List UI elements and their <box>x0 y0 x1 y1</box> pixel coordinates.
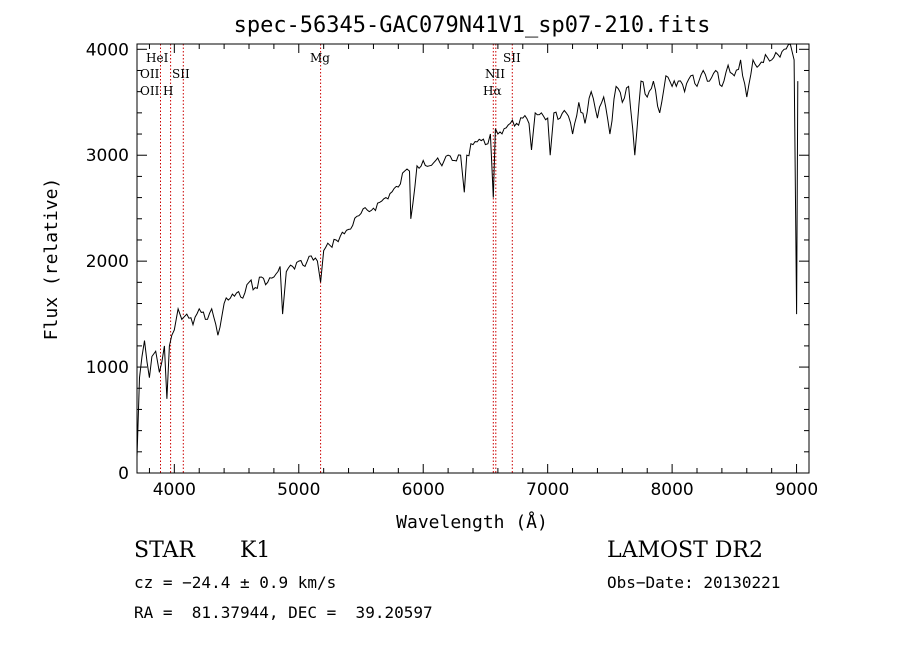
spectral-line-markers <box>160 44 513 473</box>
y-tick-label: 3000 <box>86 146 129 166</box>
x-tick-label: 6000 <box>402 480 445 500</box>
spectral-line-label: Hα <box>483 84 502 98</box>
plot-frame <box>136 43 810 474</box>
redshift-cz: cz = −24.4 ± 0.9 km/s <box>134 573 337 592</box>
spectral-line-label: H <box>163 84 173 98</box>
y-tick-label: 4000 <box>86 40 129 60</box>
observation-date: Obs−Date: 20130221 <box>607 573 781 592</box>
spectrum-line <box>136 43 799 458</box>
x-tick-label: 5000 <box>277 480 320 500</box>
spectral-line-label: HeI <box>146 51 169 65</box>
x-tick-label: 8000 <box>650 480 693 500</box>
spectral-line-label: OII <box>140 84 160 98</box>
x-axis-label: Wavelength (Å) <box>396 511 548 533</box>
chart-title: spec-56345-GAC079N41V1_sp07-210.fits <box>234 13 711 38</box>
y-tick-label: 0 <box>118 464 129 484</box>
spectral-line-label: SII <box>503 51 521 65</box>
ra-dec-coordinates: RA = 81.37944, DEC = 39.20597 <box>134 603 433 622</box>
x-tick-label: 4000 <box>153 480 196 500</box>
survey-name: LAMOST DR2 <box>607 538 763 563</box>
spectral-line-label: SII <box>172 67 190 81</box>
y-tick-label: 2000 <box>86 252 129 272</box>
spectral-line-label: Mg <box>310 51 330 65</box>
y-tick-label: 1000 <box>86 358 129 378</box>
spectral-line-labels: OII HeI OII H SII Mg NII Hα SII <box>140 51 521 98</box>
x-tick-label: 7000 <box>526 480 569 500</box>
spectral-line-label: OII <box>140 67 160 81</box>
spectral-line-label: NII <box>485 67 505 81</box>
x-tick-label: 9000 <box>775 480 818 500</box>
y-axis-label: Flux (relative) <box>41 178 62 341</box>
axis-ticks: 4000 5000 6000 7000 8000 9000 0 1000 2000 3000 400… <box>86 40 818 500</box>
object-subclass: K1 <box>240 538 271 563</box>
object-type: STAR <box>134 538 195 563</box>
